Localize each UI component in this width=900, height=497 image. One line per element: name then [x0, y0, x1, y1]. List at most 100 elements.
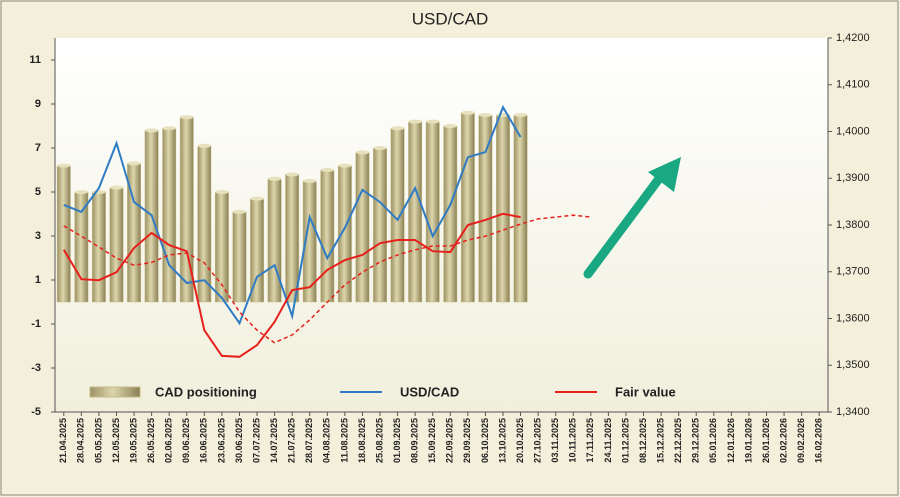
bar — [285, 174, 300, 303]
x-tick-label: 25.08.2025 — [374, 418, 384, 463]
x-tick-label: 15.09.2025 — [427, 418, 437, 463]
y-tick-label: -1 — [31, 318, 41, 330]
bar-top — [180, 115, 194, 120]
x-tick-label: 01.09.2025 — [392, 418, 402, 463]
x-tick-label: 26.05.2025 — [146, 418, 156, 463]
y2-tick-label: 1,3400 — [836, 406, 870, 418]
bar — [355, 152, 370, 303]
x-tick-label: 17.11.2025 — [585, 418, 595, 463]
bar-top — [320, 168, 334, 172]
x-tick-label: 08.09.2025 — [410, 418, 420, 463]
x-tick-label: 29.09.2025 — [462, 418, 472, 463]
y-tick-label: -3 — [31, 362, 41, 374]
x-tick-label: 26.01.2026 — [761, 418, 771, 463]
bar-top — [373, 146, 387, 150]
bar-top — [461, 110, 475, 115]
bar — [162, 127, 177, 303]
bar — [425, 121, 440, 303]
line — [63, 104, 522, 326]
bar-top — [390, 126, 405, 131]
x-tick-label: 03.11.2025 — [550, 418, 560, 463]
x-tick-label: 13.10.2025 — [497, 418, 507, 463]
bar-top — [57, 163, 71, 168]
bar — [478, 114, 493, 303]
x-tick-label: 12.05.2025 — [111, 418, 121, 463]
bar — [320, 169, 335, 303]
bar-top — [443, 124, 457, 128]
y-tick-label: 7 — [35, 142, 41, 154]
x-tick-label: 23.06.2025 — [216, 418, 226, 463]
bar-top — [285, 172, 299, 177]
dashed-line — [63, 214, 591, 344]
x-tick-label: 22.12.2025 — [673, 418, 683, 463]
trend-arrow — [583, 157, 681, 279]
y2-tick-label: 1,4100 — [836, 79, 870, 91]
x-tick-label: 05.01.2026 — [708, 418, 718, 463]
x-tick-label: 11.08.2025 — [339, 418, 349, 463]
bar-top — [162, 126, 176, 131]
bar — [513, 114, 528, 303]
x-tick-label: 22.09.2025 — [445, 418, 455, 463]
x-tick-label: 10.11.2025 — [568, 418, 578, 463]
y2-tick-label: 1,3600 — [836, 312, 870, 324]
x-tick-label: 27.10.2025 — [533, 418, 543, 463]
bar — [74, 191, 89, 303]
x-tick-label: 04.08.2025 — [322, 418, 332, 463]
x-tick-label: 24.11.2025 — [603, 418, 613, 463]
x-tick-label: 19.05.2025 — [128, 418, 138, 463]
legend-label: CAD positioning — [155, 384, 257, 399]
bar — [91, 191, 106, 303]
y-tick-label: 3 — [35, 230, 41, 242]
x-tick-label: 21.07.2025 — [287, 418, 297, 463]
bar-top — [109, 185, 124, 190]
bar — [267, 178, 282, 303]
x-tick-label: 14.07.2025 — [269, 418, 279, 463]
bar-top — [232, 209, 247, 214]
bar-top — [215, 190, 229, 194]
bar — [232, 211, 247, 303]
bar — [496, 114, 510, 303]
x-tick-label: 09.06.2025 — [181, 418, 191, 463]
x-tick-label: 02.06.2025 — [164, 418, 174, 463]
y2-tick-label: 1,4000 — [836, 125, 870, 137]
bar-top — [250, 196, 264, 201]
y-tick-label: 5 — [35, 186, 41, 198]
line — [62, 212, 521, 358]
legend-label: USD/CAD — [400, 384, 459, 399]
bar-top — [426, 119, 440, 124]
y2-tick-label: 1,3800 — [836, 219, 870, 231]
bar-top — [267, 176, 282, 181]
legend-label: Fair value — [615, 384, 676, 399]
legend-swatch — [89, 386, 141, 398]
bar-top — [355, 150, 370, 155]
x-tick-label: 18.08.2025 — [357, 418, 367, 463]
x-tick-label: 01.12.2025 — [620, 418, 630, 463]
x-tick-label: 07.07.2025 — [251, 418, 261, 463]
y2-tick-label: 1,4200 — [836, 32, 870, 44]
x-tick-label: 21.04.2025 — [58, 418, 68, 463]
bar — [56, 165, 71, 303]
x-tick-label: 20.10.2025 — [515, 418, 525, 463]
y-tick-label: -5 — [31, 406, 41, 418]
y-tick-label: 11 — [29, 54, 41, 66]
x-tick-label: 12.01.2026 — [726, 418, 736, 463]
bar-top — [197, 143, 212, 148]
y2-tick-label: 1,3900 — [836, 172, 870, 184]
y-tick-label: 1 — [35, 274, 41, 286]
x-tick-label: 29.12.2025 — [691, 418, 701, 463]
bar — [408, 121, 423, 303]
x-tick-label: 16.06.2025 — [199, 418, 209, 463]
x-tick-label: 06.10.2025 — [480, 418, 490, 463]
x-tick-label: 05.05.2025 — [93, 418, 103, 463]
y-tick-label: 9 — [35, 98, 41, 110]
x-tick-label: 09.02.2026 — [796, 418, 806, 463]
bar — [197, 145, 212, 303]
y2-tick-label: 1,3500 — [836, 359, 870, 371]
x-tick-label: 30.06.2025 — [234, 418, 244, 463]
bar-top — [338, 163, 352, 168]
bar-top — [513, 113, 528, 117]
bar-top — [303, 179, 317, 183]
bar-top — [144, 128, 159, 133]
